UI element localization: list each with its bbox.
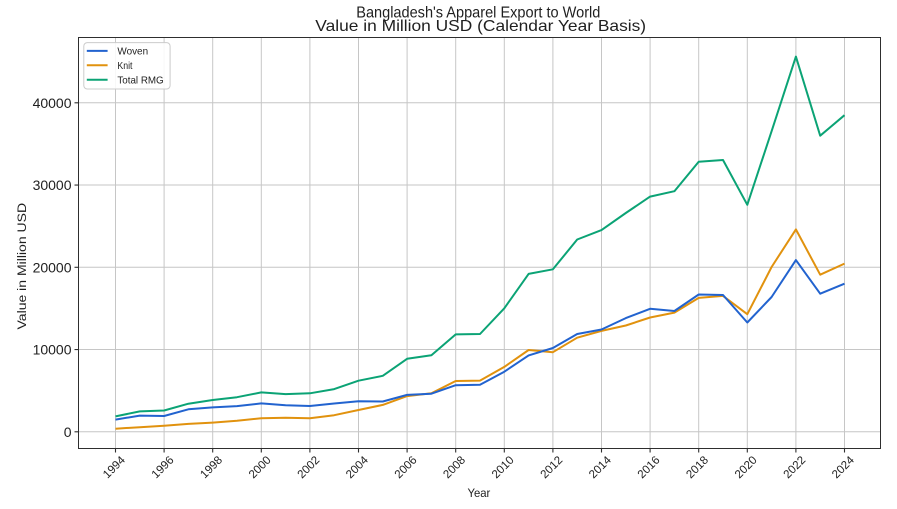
svg-text:30000: 30000 [33, 177, 72, 193]
svg-text:Woven: Woven [117, 46, 148, 57]
svg-text:Value in Million USD: Value in Million USD [15, 203, 29, 330]
svg-text:40000: 40000 [33, 95, 72, 111]
svg-text:10000: 10000 [33, 342, 72, 358]
svg-text:Total RMG: Total RMG [117, 75, 163, 86]
svg-text:Value in Million USD (Calendar: Value in Million USD (Calendar Year Basi… [315, 18, 646, 35]
svg-text:Bangladesh's Apparel Export to: Bangladesh's Apparel Export to World [356, 5, 600, 22]
svg-text:Knit: Knit [117, 61, 132, 72]
svg-text:0: 0 [64, 424, 72, 440]
svg-text:20000: 20000 [33, 259, 72, 275]
svg-text:Year: Year [467, 486, 490, 500]
